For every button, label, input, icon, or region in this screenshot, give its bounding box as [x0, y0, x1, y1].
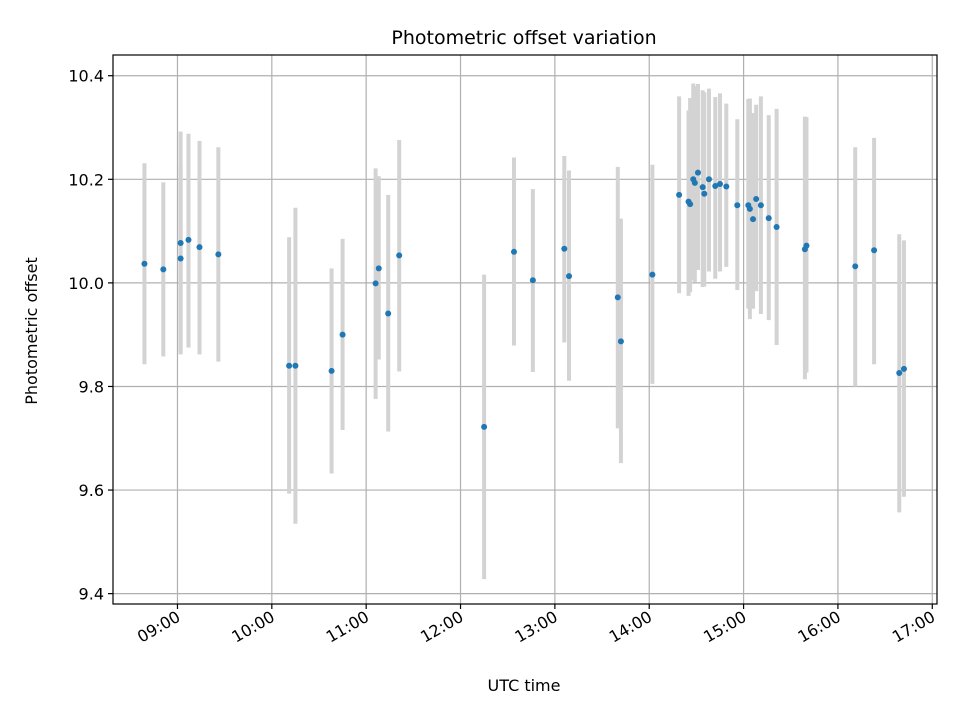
data-point: [765, 215, 772, 222]
data-point: [481, 423, 488, 430]
plot-frame: [112, 54, 938, 605]
data-point: [529, 277, 536, 284]
data-point: [396, 252, 403, 259]
data-point: [385, 310, 392, 317]
data-point: [185, 236, 192, 243]
data-point: [694, 169, 701, 176]
data-point: [286, 362, 293, 369]
data-point: [691, 179, 698, 186]
data-point: [900, 365, 907, 372]
data-point: [705, 176, 712, 183]
data-point: [753, 195, 760, 202]
data-point: [292, 362, 299, 369]
grid: [113, 55, 937, 604]
data-point: [510, 248, 517, 255]
data-point: [676, 191, 683, 198]
data-point: [716, 180, 723, 187]
y-tick-label: 9.4: [79, 585, 104, 604]
data-point: [701, 190, 708, 197]
data-point: [687, 201, 694, 208]
data-point: [339, 331, 346, 338]
data-point: [699, 184, 706, 191]
data-point: [141, 260, 148, 267]
data-point: [160, 266, 167, 273]
data-point: [803, 242, 810, 249]
data-point: [649, 271, 656, 278]
data-point: [750, 216, 757, 223]
data-point: [215, 251, 222, 258]
chart-title: Photometric offset variation: [391, 27, 656, 49]
data-point: [328, 367, 335, 374]
y-axis-label: Photometric offset: [22, 257, 41, 405]
data-point: [712, 183, 719, 190]
data-point: [723, 183, 730, 190]
data-point: [871, 247, 878, 254]
data-points: [141, 169, 907, 430]
data-point: [372, 280, 379, 287]
y-tick-label: 9.6: [79, 481, 104, 500]
data-point: [734, 202, 741, 209]
data-point: [196, 244, 203, 251]
data-point: [614, 294, 621, 301]
data-point: [852, 263, 859, 270]
x-axis-label: UTC time: [488, 676, 561, 695]
data-point: [896, 370, 903, 377]
data-point: [566, 273, 573, 280]
data-point: [746, 205, 753, 212]
data-point: [375, 265, 382, 272]
y-axis-ticks: 9.4 9.6 9.8 10.0 10.2 10.4: [68, 67, 113, 604]
y-tick-label: 10.4: [68, 67, 104, 86]
y-tick-label: 10.2: [68, 170, 104, 189]
data-point: [561, 245, 568, 252]
data-point: [177, 240, 184, 247]
y-tick-label: 10.0: [68, 274, 104, 293]
y-tick-label: 9.8: [79, 377, 104, 396]
data-point: [773, 223, 780, 230]
data-point: [177, 255, 184, 262]
data-point: [757, 202, 764, 209]
data-point: [617, 338, 624, 345]
